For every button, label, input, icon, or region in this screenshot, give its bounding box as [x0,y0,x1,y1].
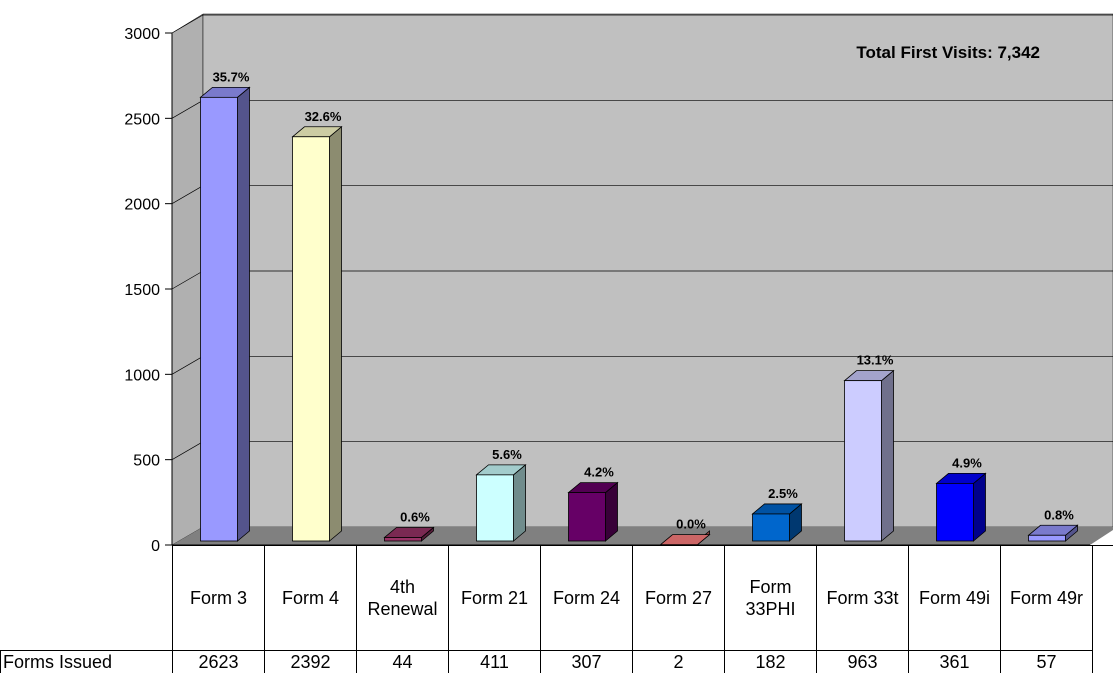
bar-front [844,380,882,542]
bar-side [237,86,250,542]
grid-line [171,185,204,204]
bar-side [881,369,894,542]
table-value: 2623 [172,650,264,673]
y-tick-label: 500 [133,453,160,470]
bar-front [200,96,238,542]
bar-side [973,472,986,542]
x-tick-label: Form 24 [540,545,632,650]
grid-line [171,14,204,34]
data-label: 13.1% [857,353,894,368]
data-label: 4.9% [952,455,982,470]
bar [935,472,987,542]
bar-side [329,125,342,542]
bar [383,526,435,542]
grid-line [171,270,204,290]
x-tick-label: Form 21 [448,545,540,650]
bar-side [513,464,526,542]
data-label: 35.7% [213,69,250,84]
table-value: 963 [816,650,908,673]
bar-front [752,513,790,542]
y-tick-label: 2000 [124,197,160,214]
y-tick-label: 0 [151,538,160,555]
table-edge [1092,545,1113,673]
bar [659,530,711,546]
bar-front [384,537,422,542]
bar [475,464,527,542]
y-tick-label: 1500 [124,282,160,299]
bar [1027,524,1079,542]
series-name: Forms Issued [0,650,172,673]
data-label: 5.6% [492,447,522,462]
bar [843,369,895,542]
bar [291,125,343,542]
grid-line [171,100,204,119]
table-value: 44 [356,650,448,673]
bar-top [659,534,711,546]
y-tick-label: 1000 [124,367,160,384]
bar-front [476,474,514,542]
data-label: 32.6% [305,109,342,124]
data-label: 0.0% [676,517,706,532]
x-tick-label: Form 33t [816,545,908,650]
y-tick-label: 3000 [124,26,160,43]
x-tick-label: Form 3 [172,545,264,650]
table-value: 411 [448,650,540,673]
data-label: 4.2% [584,465,614,480]
data-label: 0.6% [400,509,430,524]
data-label: 0.8% [1044,507,1074,522]
data-label: 2.5% [768,486,798,501]
x-tick-label: Form 49i [908,545,1000,650]
x-tick-label: Form 27 [632,545,724,650]
bar [567,481,619,542]
side-wall [171,13,204,546]
table-value: 2392 [264,650,356,673]
x-tick-label: Form 49r [1000,545,1092,650]
bar-front [568,492,606,542]
bar [199,86,251,542]
table-value: 307 [540,650,632,673]
grid-line [171,356,204,375]
table-value: 361 [908,650,1000,673]
x-tick-label: Form 33PHI [724,545,816,650]
annotation: Total First Visits: 7,342 [856,43,1040,62]
y-tick-label: 2500 [124,111,160,128]
bar-front [936,482,974,542]
bar [751,503,803,542]
table-value: 2 [632,650,724,673]
table-value: 182 [724,650,816,673]
x-tick-label: 4th Renewal [356,545,448,650]
grid-line [171,441,204,460]
table-value: 57 [1000,650,1092,673]
bar-front [1028,534,1066,542]
bar-front [292,136,330,542]
x-tick-label: Form 4 [264,545,356,650]
